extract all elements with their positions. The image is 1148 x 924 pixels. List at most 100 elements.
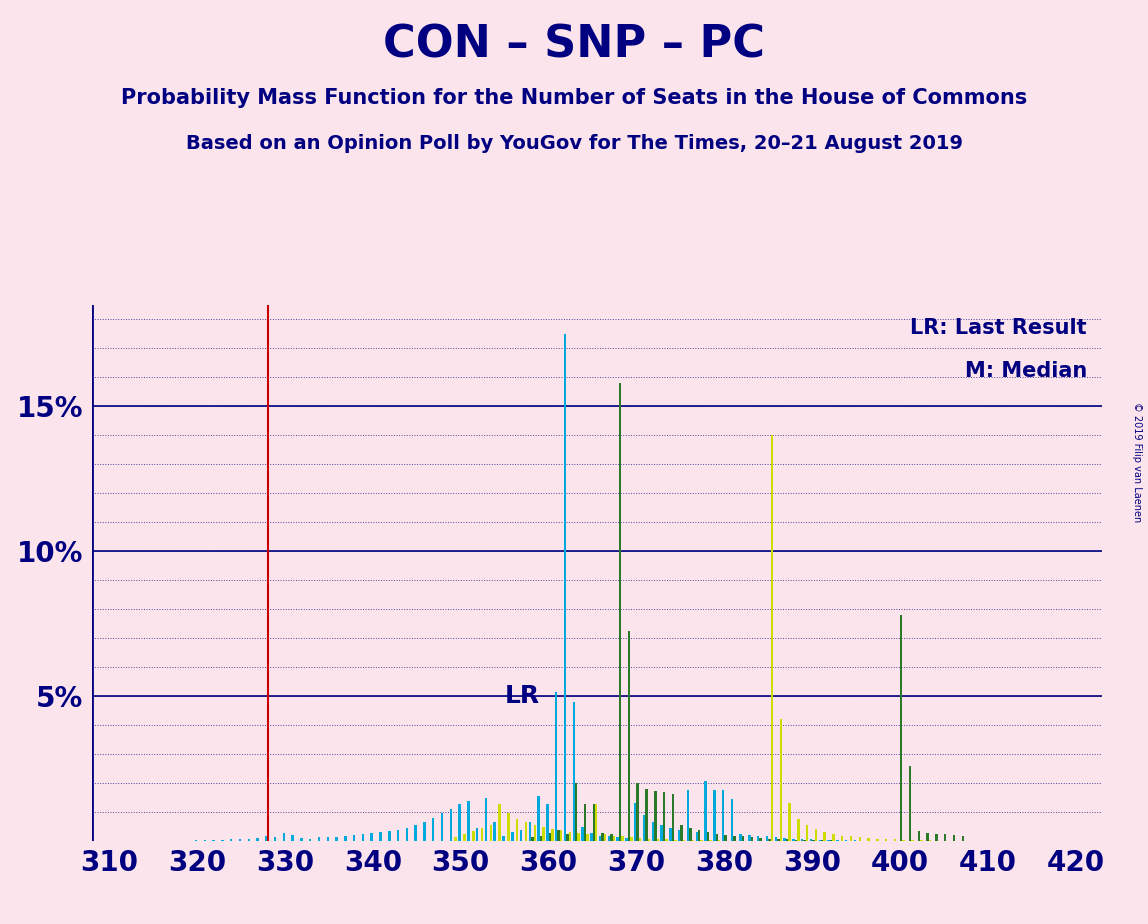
Bar <box>944 834 946 841</box>
Bar <box>455 837 457 841</box>
Bar <box>414 825 417 841</box>
Bar <box>739 833 742 841</box>
Bar <box>819 840 821 841</box>
Bar <box>558 830 560 841</box>
Bar <box>619 383 621 841</box>
Bar <box>584 804 587 841</box>
Bar <box>388 831 390 841</box>
Bar <box>953 835 955 841</box>
Text: Based on an Opinion Poll by YouGov for The Times, 20–21 August 2019: Based on an Opinion Poll by YouGov for T… <box>186 134 962 153</box>
Bar <box>595 804 597 841</box>
Bar <box>362 833 364 841</box>
Bar <box>806 825 808 841</box>
Bar <box>222 840 224 841</box>
Bar <box>917 831 920 841</box>
Bar <box>876 838 878 841</box>
Bar <box>335 837 338 841</box>
Bar <box>494 822 496 841</box>
Bar <box>859 837 861 841</box>
Bar <box>564 334 566 841</box>
Bar <box>841 835 844 841</box>
Bar <box>634 803 636 841</box>
Bar <box>724 835 727 841</box>
Bar <box>573 702 575 841</box>
Bar <box>590 833 592 841</box>
Bar <box>792 838 794 841</box>
Bar <box>647 838 650 841</box>
Bar <box>681 825 683 841</box>
Bar <box>515 819 519 841</box>
Bar <box>770 435 774 841</box>
Bar <box>797 819 799 841</box>
Bar <box>503 835 505 841</box>
Bar <box>309 839 311 841</box>
Bar <box>636 783 639 841</box>
Bar <box>575 783 577 841</box>
Bar <box>775 837 777 841</box>
Text: M: Median: M: Median <box>964 361 1087 382</box>
Bar <box>689 828 691 841</box>
Text: CON – SNP – PC: CON – SNP – PC <box>383 23 765 67</box>
Bar <box>962 835 964 841</box>
Bar <box>760 838 762 841</box>
Bar <box>687 790 689 841</box>
Text: LR: LR <box>505 684 540 708</box>
Bar <box>265 836 267 841</box>
Bar <box>230 839 232 841</box>
Bar <box>722 790 724 841</box>
Bar <box>815 829 817 841</box>
Bar <box>525 822 527 841</box>
Bar <box>643 815 645 841</box>
Bar <box>537 796 540 841</box>
Bar <box>672 794 674 841</box>
Bar <box>481 828 483 841</box>
Bar <box>540 835 542 841</box>
Bar <box>301 838 303 841</box>
Bar <box>730 799 734 841</box>
Text: Probability Mass Function for the Number of Seats in the House of Commons: Probability Mass Function for the Number… <box>121 88 1027 108</box>
Bar <box>534 825 536 841</box>
Bar <box>926 833 929 841</box>
Bar <box>424 822 426 841</box>
Bar <box>432 818 434 841</box>
Bar <box>352 835 356 841</box>
Bar <box>621 836 623 841</box>
Bar <box>239 839 241 841</box>
Bar <box>936 833 938 841</box>
Bar <box>630 837 633 841</box>
Bar <box>610 834 613 841</box>
Bar <box>715 833 718 841</box>
Bar <box>397 830 400 841</box>
Bar <box>581 827 584 841</box>
Bar <box>602 833 604 841</box>
Bar <box>654 791 657 841</box>
Bar <box>832 834 835 841</box>
Bar <box>282 833 285 841</box>
Bar <box>484 798 487 841</box>
Bar <box>464 834 466 841</box>
Bar <box>379 833 382 841</box>
Bar <box>626 838 628 841</box>
Bar <box>660 825 662 841</box>
Bar <box>669 828 672 841</box>
Bar <box>371 833 373 841</box>
Bar <box>783 838 786 841</box>
Bar <box>554 692 558 841</box>
Bar <box>458 804 460 841</box>
Bar <box>900 614 902 841</box>
Bar <box>751 837 753 841</box>
Bar <box>742 836 744 841</box>
Bar <box>786 839 789 841</box>
Bar <box>639 838 642 841</box>
Bar <box>441 813 443 841</box>
Bar <box>248 838 250 841</box>
Bar <box>885 839 887 841</box>
Bar <box>549 833 551 841</box>
Bar <box>592 804 595 841</box>
Bar <box>405 828 408 841</box>
Bar <box>507 813 510 841</box>
Bar <box>532 837 534 841</box>
Bar <box>467 801 470 841</box>
Bar <box>318 837 320 841</box>
Bar <box>678 830 681 841</box>
